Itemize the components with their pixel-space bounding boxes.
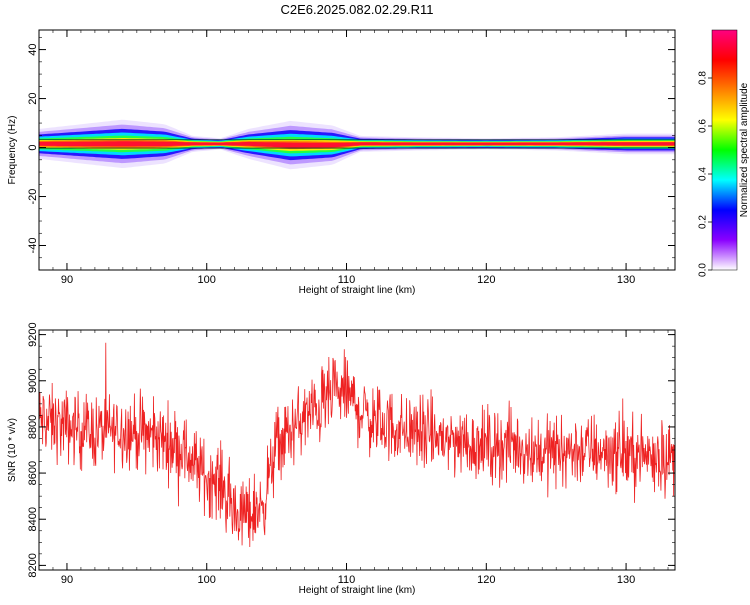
snr-ytick-label: 9000: [27, 369, 39, 393]
colorbar-tick-label: 0.8: [698, 71, 709, 85]
snr-ytick-label: 9200: [27, 322, 39, 346]
snr-ytick-label: 8400: [27, 507, 39, 531]
snr-xtick-label: 130: [617, 574, 635, 586]
spectrogram-ticks: 90 100 110 120 130 40 20 0 -20 -40: [27, 30, 675, 286]
snr-xtick-label: 90: [61, 574, 73, 586]
snr-ylabel: SNR (10 * v/v): [7, 418, 18, 482]
snr-ticks: 90 100 110 120 130 9200 9000 8800 8600 8400 8200: [27, 322, 675, 586]
snr-xlabel: Height of straight line (km): [299, 585, 416, 596]
snr-ytick-label: 8600: [27, 461, 39, 485]
spectrogram-panel: 90 100 110 120 130 40 20 0 -20 -40 Height of stra…: [7, 29, 676, 296]
spectrogram-band-layer: [39, 141, 675, 148]
spectrogram-xtick-label: 110: [338, 274, 356, 286]
snr-line: [39, 342, 675, 548]
snr-xtick-label: 120: [477, 574, 495, 586]
colorbar-tick-label: 0.0: [698, 263, 709, 277]
snr-ytick-label: 8800: [27, 415, 39, 439]
spectrogram-frame: [38, 29, 676, 271]
colorbar-ticks: 0.0 0.2 0.4 0.6 0.8: [698, 71, 712, 277]
spectrogram-ytick-label: -40: [27, 238, 39, 254]
spectrogram-xlabel: Height of straight line (km): [299, 285, 416, 296]
colorbar-tick-label: 0.6: [698, 119, 709, 133]
spectrogram-xtick-label: 130: [617, 274, 635, 286]
snr-ytick-label: 8200: [27, 553, 39, 577]
spectrogram-ytick-label: -20: [27, 189, 39, 205]
colorbar-label: Normalized spectral amplitude: [739, 82, 750, 217]
figure-title: C2E6.2025.082.02.29.R11: [281, 2, 434, 17]
snr-panel: 90 100 110 120 130 9200 9000 8800 8600 8400 8200 H…: [7, 322, 676, 596]
spectrogram-ytick-label: 20: [27, 92, 39, 104]
spectrogram-ytick-label: 40: [27, 43, 39, 55]
snr-xtick-label: 110: [338, 574, 356, 586]
spectrogram-ytick-label: 0: [27, 144, 39, 150]
snr-xtick-label: 100: [198, 574, 216, 586]
spectrogram-ylabel: Frequency (Hz): [7, 116, 18, 185]
spectrogram-xtick-label: 90: [61, 274, 73, 286]
spectrogram-marks: [39, 119, 675, 170]
spectrogram-xtick-label: 120: [477, 274, 495, 286]
colorbar-gradient: [711, 29, 738, 271]
colorbar-tick-label: 0.2: [698, 215, 709, 229]
colorbar-tick-label: 0.4: [698, 167, 709, 181]
colorbar: 0.0 0.2 0.4 0.6 0.8 Normalized spectral ampl…: [698, 29, 750, 277]
spectrogram-xtick-label: 100: [198, 274, 216, 286]
